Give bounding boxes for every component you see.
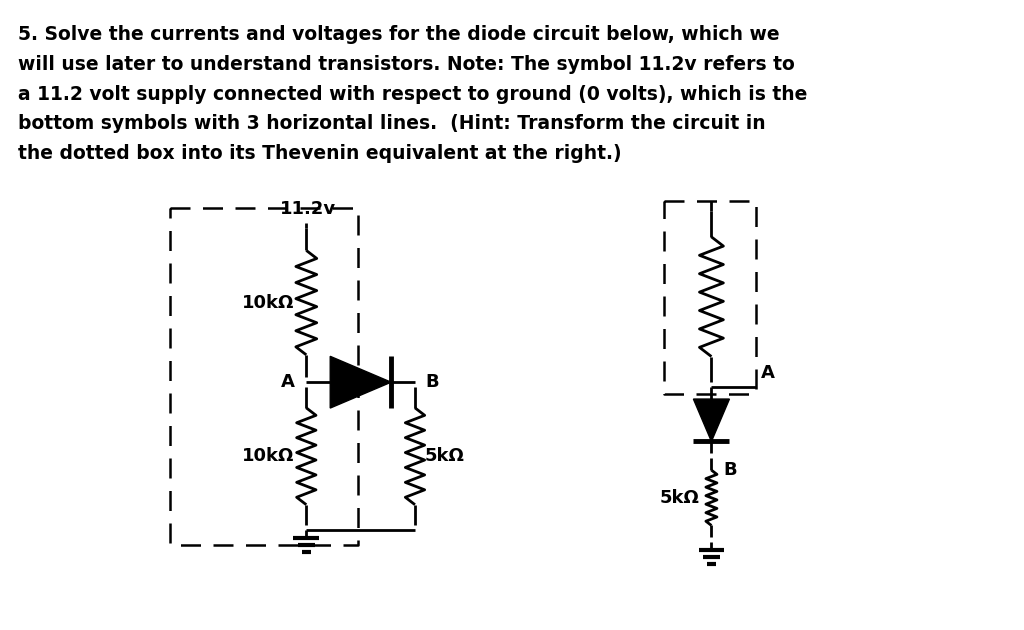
Text: the dotted box into its Thevenin equivalent at the right.): the dotted box into its Thevenin equival… — [17, 144, 622, 163]
Text: A: A — [281, 373, 295, 391]
Text: will use later to understand transistors. Note: The symbol 11.2v refers to: will use later to understand transistors… — [17, 55, 795, 74]
Text: A: A — [761, 364, 775, 382]
Text: 11.2v: 11.2v — [281, 200, 336, 218]
Text: 5kΩ: 5kΩ — [425, 447, 465, 466]
Polygon shape — [693, 399, 729, 442]
Text: 5. Solve the currents and voltages for the diode circuit below, which we: 5. Solve the currents and voltages for t… — [17, 25, 779, 45]
Text: B: B — [723, 461, 737, 479]
Text: 10kΩ: 10kΩ — [242, 447, 295, 466]
Text: 10kΩ: 10kΩ — [242, 294, 295, 312]
Text: 5kΩ: 5kΩ — [659, 489, 699, 507]
Text: a 11.2 volt supply connected with respect to ground (0 volts), which is the: a 11.2 volt supply connected with respec… — [17, 85, 807, 104]
Polygon shape — [330, 357, 391, 408]
Text: bottom symbols with 3 horizontal lines.  (Hint: Transform the circuit in: bottom symbols with 3 horizontal lines. … — [17, 115, 765, 134]
Text: B: B — [425, 373, 438, 391]
